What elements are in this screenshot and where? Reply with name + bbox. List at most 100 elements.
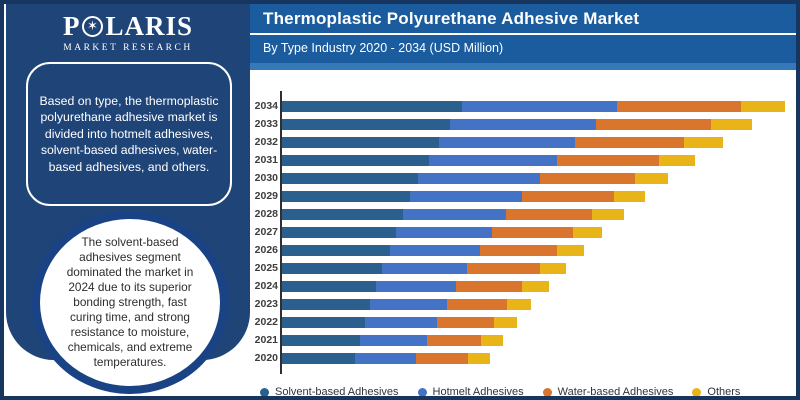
bar-stack-2030	[282, 172, 669, 184]
bar-segment-others-2024	[522, 280, 549, 292]
bar-stack-2025	[282, 262, 566, 274]
legend: Solvent-based Adhesives Hotmelt Adhesives…	[260, 386, 796, 398]
bar-segment-hotmelt-adhesives-2031	[429, 154, 557, 166]
bar-row-2031: 2031	[255, 151, 796, 169]
legend-dot-icon	[542, 387, 552, 396]
year-label-2020: 2020	[254, 352, 278, 364]
compass-star-icon: ✶	[82, 16, 104, 37]
bar-segment-others-2033	[711, 118, 753, 130]
bar-segment-others-2032	[684, 136, 724, 148]
bar-stack-2031	[282, 154, 696, 166]
bar-row-2029: 2029	[255, 187, 796, 205]
bar-segment-others-2023	[507, 298, 531, 310]
legend-label: Others	[707, 386, 741, 398]
bar-segment-solvent-based-adhesives-2028	[282, 208, 403, 220]
chart-header: Thermoplastic Polyurethane Adhesive Mark…	[250, 4, 796, 63]
bar-stack-2022	[282, 316, 518, 328]
bar-segment-water-based-adhesives-2026	[480, 244, 557, 256]
bar-segment-hotmelt-adhesives-2033	[450, 118, 596, 130]
bar-stack-2021	[282, 334, 504, 346]
bar-stack-2028	[282, 208, 624, 220]
bar-segment-hotmelt-adhesives-2020	[354, 352, 417, 364]
bar-segment-others-2026	[556, 244, 584, 256]
bar-segment-others-2031	[659, 154, 696, 166]
bar-row-2034: 2034	[255, 97, 796, 115]
bar-segment-solvent-based-adhesives-2020	[282, 352, 355, 364]
bar-segment-solvent-based-adhesives-2029	[282, 190, 411, 202]
sidebar: P ✶ LARIS MARKET RESEARCH Based on type, t…	[6, 4, 250, 394]
bar-segment-water-based-adhesives-2034	[616, 100, 742, 112]
bar-segment-hotmelt-adhesives-2024	[375, 280, 457, 292]
bar-stack-2023	[282, 298, 531, 310]
bar-segment-hotmelt-adhesives-2026	[389, 244, 481, 256]
bar-segment-solvent-based-adhesives-2025	[282, 262, 382, 274]
legend-item-solvent-based-adhesives: Solvent-based Adhesives	[260, 386, 399, 396]
year-label-2022: 2022	[254, 316, 278, 328]
bar-row-2025: 2025	[255, 259, 796, 277]
bar-row-2030: 2030	[255, 169, 796, 187]
bar-segment-hotmelt-adhesives-2023	[369, 298, 448, 310]
bar-segment-water-based-adhesives-2024	[456, 280, 523, 292]
bar-stack-2027	[282, 226, 602, 238]
year-label-2032: 2032	[254, 136, 278, 148]
legend-label: Hotmelt Adhesives	[432, 386, 524, 398]
bar-segment-water-based-adhesives-2020	[416, 352, 469, 364]
header-title-row: Thermoplastic Polyurethane Adhesive Mark…	[250, 4, 796, 35]
year-label-2021: 2021	[254, 334, 278, 346]
bar-stack-2026	[282, 244, 584, 256]
insight-box: Based on type, the thermoplastic polyure…	[26, 62, 232, 206]
bar-segment-solvent-based-adhesives-2033	[282, 118, 451, 130]
bar-segment-others-2030	[634, 172, 669, 184]
bar-segment-solvent-based-adhesives-2027	[282, 226, 396, 238]
bar-segment-hotmelt-adhesives-2030	[418, 172, 540, 184]
bar-segment-solvent-based-adhesives-2032	[282, 136, 440, 148]
bar-row-2020: 2020	[255, 349, 796, 367]
bar-stack-2034	[282, 100, 785, 112]
bar-segment-others-2021	[481, 334, 504, 346]
bar-segment-water-based-adhesives-2022	[437, 316, 495, 328]
bar-segment-hotmelt-adhesives-2028	[402, 208, 507, 220]
year-label-2024: 2024	[254, 280, 278, 292]
header-subtitle-row: By Type Industry 2020 - 2034 (USD Millio…	[250, 35, 796, 63]
insight-circle: The solvent-based adhesives segment domi…	[32, 211, 228, 394]
bar-segment-others-2020	[468, 352, 491, 364]
bar-segment-others-2034	[741, 100, 785, 112]
bar-segment-others-2029	[613, 190, 645, 202]
brand-tagline: MARKET RESEARCH	[63, 43, 193, 53]
bar-segment-hotmelt-adhesives-2022	[364, 316, 438, 328]
bar-row-2021: 2021	[255, 331, 796, 349]
bar-segment-water-based-adhesives-2030	[539, 172, 635, 184]
bar-row-2023: 2023	[255, 295, 796, 313]
legend-label: Water-based Adhesives	[557, 386, 674, 398]
bar-row-2026: 2026	[255, 241, 796, 259]
bar-segment-others-2022	[494, 316, 518, 328]
legend-dot-icon	[260, 387, 269, 396]
bar-segment-water-based-adhesives-2033	[595, 118, 712, 130]
polaris-logo: P ✶ LARIS MARKET RESEARCH	[6, 4, 250, 53]
logo-letter-p: P	[62, 11, 81, 41]
bar-segment-hotmelt-adhesives-2021	[359, 334, 428, 346]
bar-segment-water-based-adhesives-2027	[492, 226, 573, 238]
bar-segment-hotmelt-adhesives-2032	[439, 136, 575, 148]
bar-row-2033: 2033	[255, 115, 796, 133]
header-accent-strip	[250, 63, 796, 70]
year-label-2033: 2033	[254, 118, 278, 130]
bar-segment-hotmelt-adhesives-2029	[410, 190, 523, 202]
bar-segment-solvent-based-adhesives-2031	[282, 154, 430, 166]
bar-segment-hotmelt-adhesives-2025	[381, 262, 468, 274]
chart-title: Thermoplastic Polyurethane Adhesive Mark…	[263, 9, 640, 28]
bar-segment-solvent-based-adhesives-2034	[282, 100, 463, 112]
bar-segment-water-based-adhesives-2023	[447, 298, 508, 310]
bar-stack-2024	[282, 280, 549, 292]
bar-segment-solvent-based-adhesives-2021	[282, 334, 360, 346]
bar-segment-others-2027	[572, 226, 602, 238]
logo-wordmark: P ✶ LARIS	[6, 11, 250, 42]
logo-letters-rest: LARIS	[105, 11, 194, 41]
bar-stack-2032	[282, 136, 724, 148]
bar-segment-water-based-adhesives-2025	[467, 262, 540, 274]
year-label-2029: 2029	[254, 190, 278, 202]
bar-row-2027: 2027	[255, 223, 796, 241]
bar-segment-solvent-based-adhesives-2024	[282, 280, 376, 292]
bar-stack-2020	[282, 352, 491, 364]
